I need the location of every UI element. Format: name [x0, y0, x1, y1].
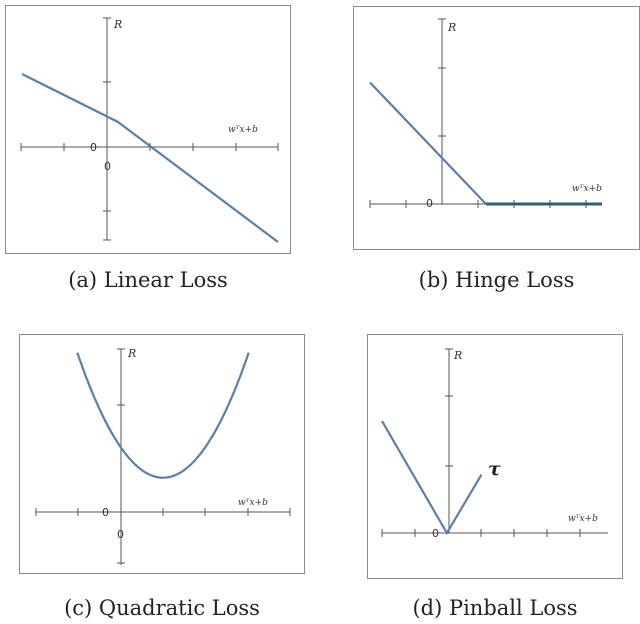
caption-pinball-loss: (d) Pinball Loss: [412, 596, 578, 620]
caption-hinge-loss: (b) Hinge Loss: [418, 268, 575, 292]
y-axis-label: R: [453, 349, 462, 362]
x-axis-label: wᵀx+b: [572, 184, 602, 194]
origin-label-x: 0: [102, 506, 109, 519]
hinge-loss-plot: R wᵀx+b 0: [369, 18, 602, 210]
origin-label: 0: [426, 197, 433, 210]
tau-annotation: τ: [488, 458, 501, 480]
quadratic-loss-plot: R wᵀx+b 0 0: [35, 347, 291, 565]
x-axis-label: wᵀx+b: [228, 125, 258, 135]
origin-label: 0: [432, 527, 439, 540]
series-line-linear-loss: [21, 73, 279, 243]
caption-linear-loss: (a) Linear Loss: [68, 268, 228, 292]
x-axis-label: wᵀx+b: [238, 498, 268, 508]
series-line-hinge-slope: [369, 81, 487, 205]
pinball-loss-plot: R wᵀx+b 0 τ: [381, 348, 608, 540]
chart-panel-hinge-loss: R wᵀx+b 0: [353, 6, 640, 250]
caption-quadratic-loss: (c) Quadratic Loss: [64, 596, 260, 620]
origin-label-y: 0: [104, 160, 111, 173]
chart-panel-pinball-loss: R wᵀx+b 0 τ: [367, 334, 623, 579]
origin-label-x: 0: [90, 141, 97, 154]
y-axis-label: R: [113, 18, 122, 31]
x-axis-label: wᵀx+b: [568, 514, 598, 524]
series-line-pinball-loss: [381, 420, 483, 536]
chart-panel-linear-loss: R wᵀx+b 0 0: [5, 5, 291, 254]
series-line-quadratic-loss: [76, 352, 250, 479]
origin-label-y: 0: [117, 528, 124, 541]
chart-panel-quadratic-loss: R wᵀx+b 0 0: [19, 334, 305, 574]
y-axis-label: R: [447, 21, 456, 34]
linear-loss-plot: R wᵀx+b 0 0: [20, 17, 279, 243]
y-axis-label: R: [127, 347, 136, 360]
